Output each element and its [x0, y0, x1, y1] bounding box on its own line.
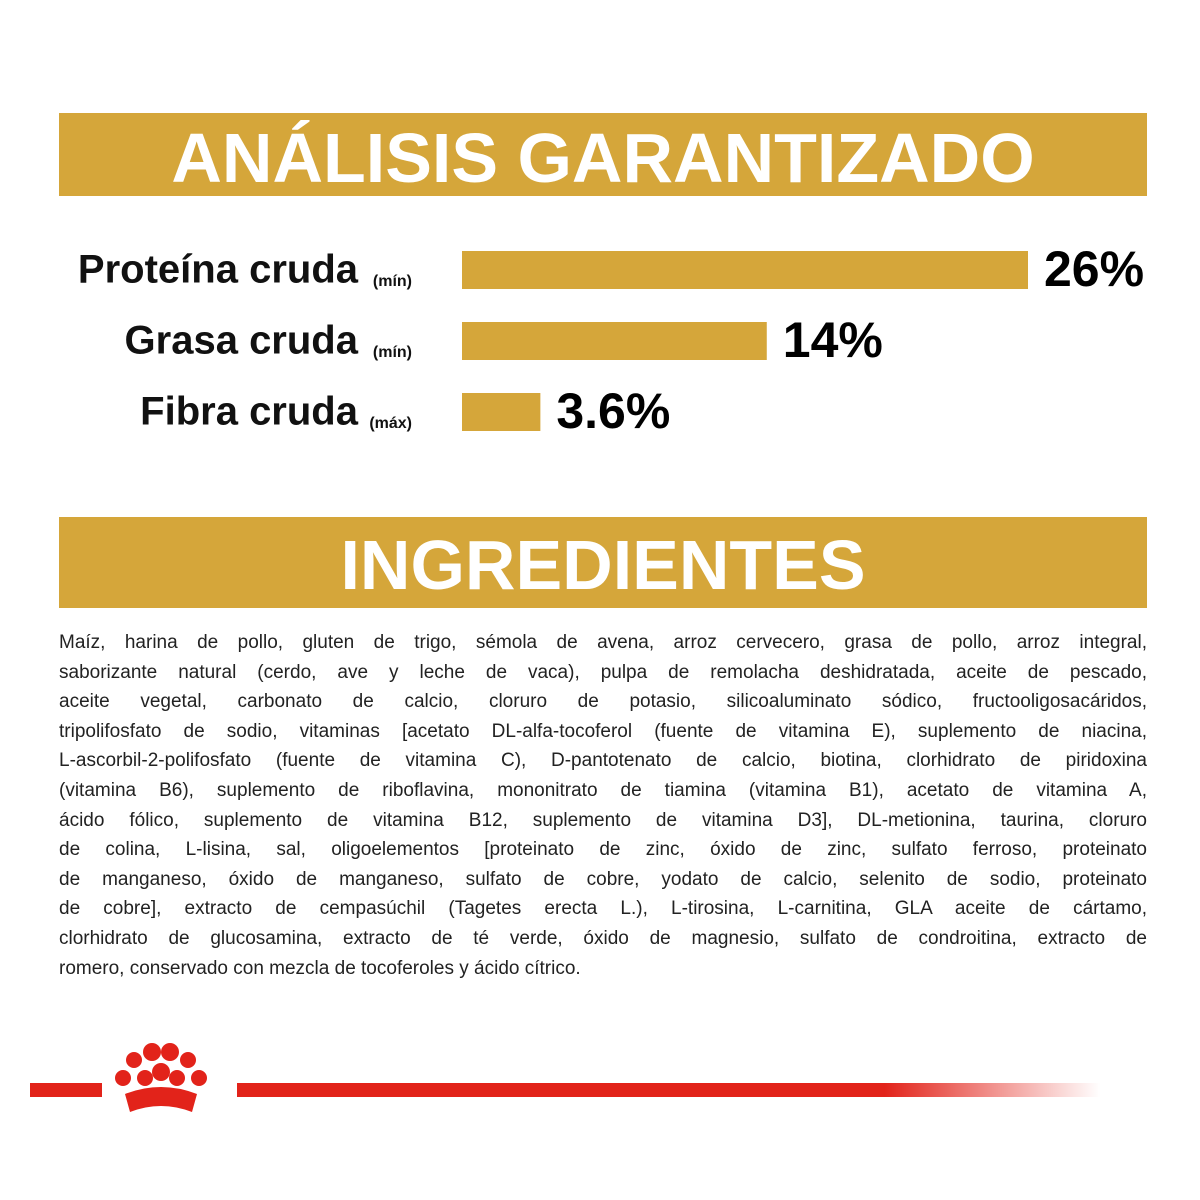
category-label: Fibra cruda: [140, 390, 359, 434]
chart: Proteína cruda (mín) 26% Grasa cruda (mín) 14…: [78, 241, 1144, 439]
ingredient-line: clorhidrato de glucosamina, extracto de …: [59, 927, 1147, 949]
ingredient-line: romero, conservado con mezcla de tocofer…: [59, 957, 581, 979]
ingredients-text: Maíz, harina de pollo, gluten de trigo, …: [59, 628, 1147, 983]
footer-line: [237, 1083, 1100, 1097]
qualifier-label: (máx): [369, 415, 412, 432]
ingredient-line: de cobre], extracto de cempasúchil (Tage…: [59, 898, 1147, 920]
bar: [462, 251, 1028, 289]
qualifier-label: (mín): [373, 273, 412, 290]
value-label: 26%: [1044, 241, 1144, 297]
category-label: Grasa cruda: [125, 319, 359, 363]
footer-line: [30, 1083, 102, 1097]
qualifier-label: (mín): [373, 344, 412, 361]
ingredient-line: de manganeso, óxido de manganeso, sulfat…: [59, 868, 1147, 890]
bar: [462, 322, 767, 360]
ingredient-line: L-ascorbil-2-polifosfato (fuente de vita…: [59, 750, 1147, 772]
ingredient-line: Maíz, harina de pollo, gluten de trigo, …: [59, 632, 1147, 653]
ingredient-line: aceite vegetal, carbonato de calcio, clo…: [59, 691, 1147, 713]
section-title: INGREDIENTES: [59, 517, 1147, 608]
ingredient-line: (vitamina B6), suplemento de riboflavina…: [59, 779, 1147, 801]
value-label: 3.6%: [556, 383, 670, 439]
category-label: Proteína cruda: [78, 248, 359, 292]
ingredient-line: tripolifosfato de sodio, vitaminas [acet…: [59, 720, 1147, 742]
ingredient-line: ácido fólico, suplemento de vitamina B12…: [59, 809, 1147, 831]
section-title: ANÁLISIS GARANTIZADO: [59, 113, 1147, 197]
ingredient-line: de colina, L-lisina, sal, oligoelementos…: [59, 839, 1147, 861]
value-label: 14%: [783, 312, 883, 368]
bar: [462, 393, 541, 431]
ingredient-line: saborizante natural (cerdo, ave y leche …: [59, 661, 1147, 683]
crown-logo: [115, 1043, 207, 1112]
